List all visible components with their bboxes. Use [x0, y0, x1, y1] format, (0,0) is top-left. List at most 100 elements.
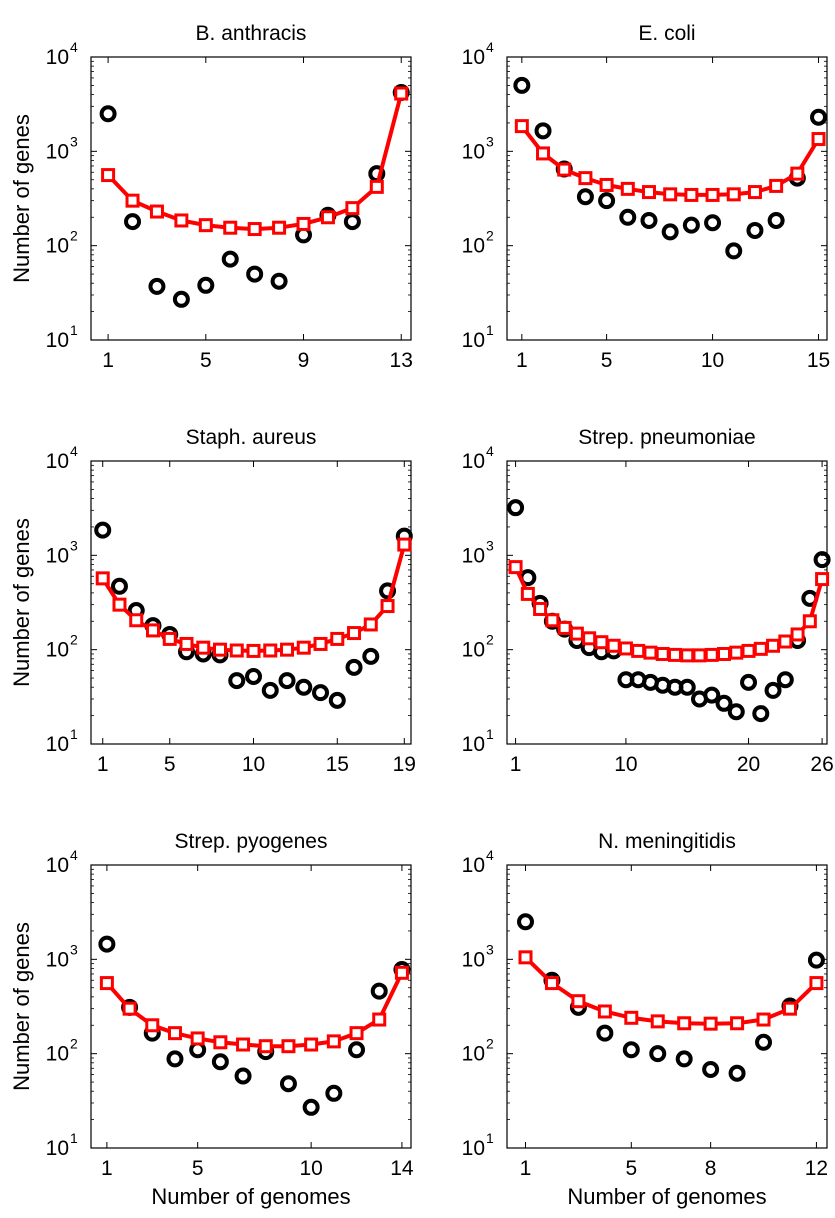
data-point	[211, 1053, 229, 1071]
fit-point	[753, 641, 768, 656]
data-point	[767, 211, 785, 229]
data-point	[807, 951, 825, 969]
y-tick-exponent: 4	[486, 847, 494, 863]
fit-point	[582, 631, 597, 646]
x-axis-label: Number of genomes	[151, 1184, 350, 1209]
fit-point	[717, 646, 732, 661]
fit-point	[782, 1001, 797, 1016]
fit-point	[129, 613, 144, 628]
fit-point	[594, 635, 609, 650]
fit-point	[663, 187, 678, 202]
fit-point	[95, 571, 110, 586]
y-tick-exponent: 4	[70, 443, 78, 459]
chart-title: Staph. aureus	[186, 426, 317, 449]
fit-point	[677, 1016, 692, 1031]
data-point	[640, 211, 658, 229]
data-point	[619, 208, 637, 226]
x-tick-label: 5	[625, 1157, 637, 1180]
y-tick-exponent: 4	[70, 39, 78, 55]
fit-point	[655, 646, 670, 661]
fit-point	[520, 586, 535, 601]
fit-point	[741, 643, 756, 658]
data-point	[302, 1098, 320, 1116]
y-axis-label: Number of genes	[9, 922, 34, 1091]
y-tick-label: 10	[462, 1043, 485, 1066]
data-point	[166, 1050, 184, 1068]
data-point	[746, 221, 764, 239]
fit-point	[198, 218, 213, 233]
data-point	[675, 1050, 693, 1068]
y-tick-label: 10	[462, 639, 485, 662]
fit-point	[145, 1018, 160, 1033]
x-tick-label: 13	[390, 349, 413, 372]
axes-box	[506, 864, 828, 1149]
x-tick-label: 26	[810, 753, 833, 776]
fit-point	[756, 1012, 771, 1027]
y-tick-exponent: 1	[486, 322, 494, 338]
fit-point	[112, 597, 127, 612]
y-tick-label: 10	[462, 46, 485, 69]
x-tick-label: 15	[807, 349, 830, 372]
chart-title: E. coli	[638, 22, 695, 45]
fit-point	[296, 216, 311, 231]
data-point	[649, 1045, 667, 1063]
fit-point	[624, 1010, 639, 1025]
x-tick-label: 10	[299, 1157, 322, 1180]
data-point	[110, 577, 128, 595]
y-tick-exponent: 3	[486, 941, 494, 957]
data-point	[325, 1084, 343, 1102]
y-tick-exponent: 2	[70, 1036, 78, 1052]
fit-point	[618, 641, 633, 656]
fit-point	[747, 185, 762, 200]
y-tick-exponent: 1	[70, 1130, 78, 1146]
fit-point	[578, 171, 593, 186]
y-tick-exponent: 3	[486, 133, 494, 149]
fit-point	[703, 1016, 718, 1031]
fit-point	[802, 614, 817, 629]
data-point	[661, 223, 679, 241]
data-point	[702, 1060, 720, 1078]
fit-point	[557, 620, 572, 635]
fit-point	[597, 1004, 612, 1019]
fit-point	[730, 1016, 745, 1031]
fit-point	[533, 601, 548, 616]
x-tick-label: 1	[516, 349, 528, 372]
y-tick-label: 10	[46, 235, 69, 258]
data-point	[776, 671, 794, 689]
x-tick-label: 10	[614, 753, 637, 776]
y-tick-label: 10	[462, 450, 485, 473]
fit-point	[330, 631, 345, 646]
x-tick-label: 8	[705, 1157, 717, 1180]
data-point	[148, 277, 166, 295]
y-axis-label: Number of genes	[9, 114, 34, 283]
axes-box	[90, 864, 412, 1149]
y-tick-label: 10	[46, 948, 69, 971]
data-point	[576, 188, 594, 206]
y-tick-label: 10	[462, 948, 485, 971]
fit-point	[704, 647, 719, 662]
data-point	[725, 242, 743, 260]
fit-point	[263, 643, 278, 658]
fit-point	[536, 146, 551, 161]
data-point	[517, 913, 535, 931]
y-tick-exponent: 1	[486, 1130, 494, 1146]
fit-point	[179, 636, 194, 651]
fit-point	[296, 640, 311, 655]
data-point	[379, 582, 397, 600]
y-tick-label: 10	[46, 733, 69, 756]
fit-point	[369, 179, 384, 194]
x-tick-label: 15	[326, 753, 349, 776]
fit-point	[313, 636, 328, 651]
y-tick-label: 10	[46, 140, 69, 163]
data-point	[328, 691, 346, 709]
fit-point	[684, 187, 699, 202]
data-point	[370, 982, 388, 1000]
data-point	[94, 521, 112, 539]
fit-point	[397, 537, 412, 552]
fit-point	[599, 177, 614, 192]
